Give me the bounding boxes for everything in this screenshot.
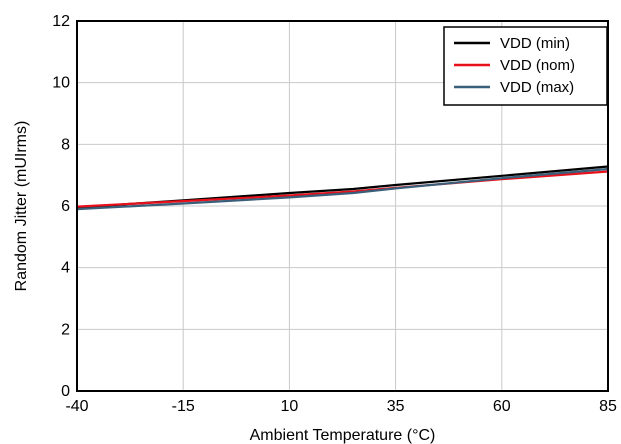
y-tick-label: 12: [52, 13, 70, 30]
series-layer: [76, 165, 609, 211]
legend-box: [443, 26, 608, 106]
plot-frame: [76, 20, 609, 392]
y-tick-label: 10: [52, 75, 70, 92]
x-tick-label: 35: [387, 398, 405, 415]
legend-label: VDD (nom): [500, 57, 575, 74]
x-tick-label: -15: [172, 398, 195, 415]
y-axis-title: Random Jitter (mUIrms): [13, 121, 30, 292]
tick-labels: -40 -15 10 35 60 85 0 2 4 6 8 10 12: [52, 13, 617, 415]
x-tick-label: 60: [493, 398, 511, 415]
series-line: [76, 165, 609, 209]
legend-label: VDD (max): [500, 79, 574, 96]
x-tick-label: -40: [65, 398, 88, 415]
x-tick-label: 10: [281, 398, 299, 415]
x-tick-label: 85: [599, 398, 617, 415]
y-tick-label: 8: [61, 136, 70, 153]
y-tick-label: 6: [61, 198, 70, 215]
legend: VDD (min) VDD (nom) VDD (max): [443, 26, 608, 106]
y-tick-label: 2: [61, 321, 70, 338]
series-line: [76, 167, 609, 211]
legend-label: VDD (min): [500, 35, 570, 52]
y-tick-label: 4: [61, 260, 70, 277]
x-axis-title: Ambient Temperature (°C): [250, 427, 436, 444]
y-tick-label: 0: [61, 383, 70, 400]
